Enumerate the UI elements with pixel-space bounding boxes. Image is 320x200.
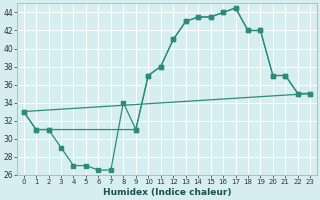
X-axis label: Humidex (Indice chaleur): Humidex (Indice chaleur) (103, 188, 231, 197)
